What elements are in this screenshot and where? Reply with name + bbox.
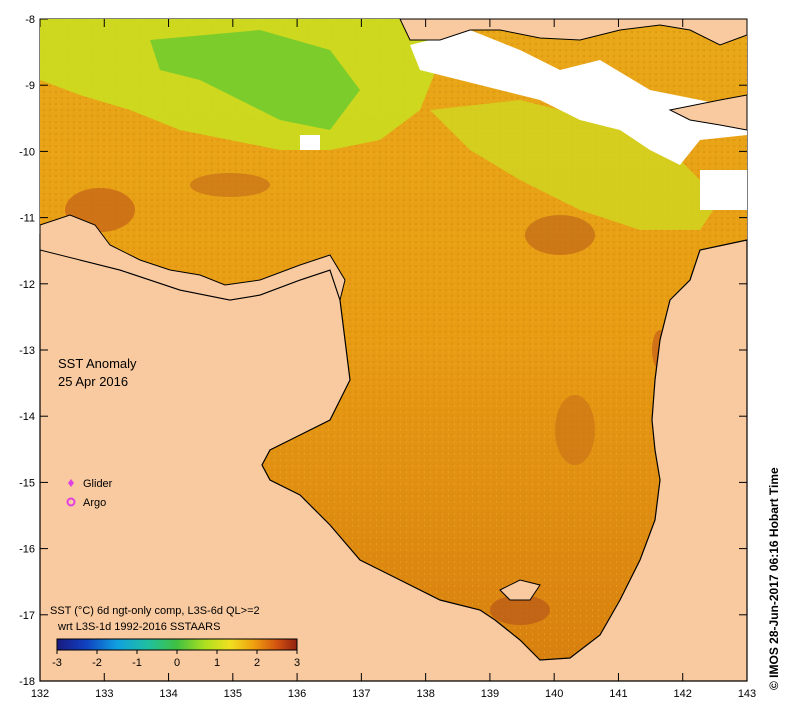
y-tick-label: -8 — [25, 14, 35, 26]
land-new-guinea — [399, 18, 748, 46]
legend: Glider Argo — [66, 478, 113, 509]
y-tick-label: -12 — [19, 279, 35, 291]
colorbar-tick-label: -1 — [132, 657, 142, 669]
y-tick-label: -13 — [19, 345, 35, 357]
y-tick-label: -15 — [19, 477, 35, 489]
x-tick-label: 135 — [224, 688, 242, 700]
colorbar-tick-label: 1 — [214, 657, 220, 669]
y-tick-label: -11 — [20, 213, 35, 225]
map-date: 25 Apr 2016 — [58, 374, 128, 389]
x-axis: 132 133 134 135 136 137 138 139 140 141 142 143 — [31, 19, 756, 700]
colorbar-tick-label: -3 — [52, 657, 62, 669]
argo-legend-item: Argo — [66, 497, 106, 509]
credit-text: © IMOS 28-Jun-2017 06:16 Hobart Time — [767, 467, 781, 690]
x-tick-label: 138 — [416, 688, 434, 700]
colorbar-tick-label: -2 — [92, 657, 102, 669]
caption-line2: wrt L3S-1d 1992-2016 SSTAARS — [57, 621, 220, 633]
plot-area: 132 133 134 135 136 137 138 139 140 141 142 143 -8-… — [19, 14, 756, 700]
colorbar-tick-label: 0 — [174, 657, 180, 669]
x-tick-label: 139 — [481, 688, 499, 700]
y-tick-label: -14 — [19, 411, 35, 423]
colorbar-tick-label: 2 — [254, 657, 260, 669]
map-title: SST Anomaly — [58, 356, 137, 371]
x-tick-label: 133 — [95, 688, 113, 700]
x-tick-label: 140 — [545, 688, 563, 700]
colorbar-tick-label: 3 — [294, 657, 300, 669]
y-tick-label: -9 — [25, 80, 35, 92]
glider-label: Glider — [83, 478, 113, 490]
argo-marker-icon — [66, 497, 76, 507]
x-tick-label: 134 — [159, 688, 177, 700]
land-arnhem-north — [39, 214, 346, 302]
caption-line1: SST (°C) 6d ngt-only comp, L3S-6d QL>=2 — [50, 605, 260, 617]
y-tick-label: -10 — [19, 146, 35, 158]
x-tick-label: 142 — [674, 688, 692, 700]
x-tick-label: 136 — [288, 688, 306, 700]
glider-legend-item: Glider — [68, 478, 113, 490]
x-tick-label: 143 — [738, 688, 756, 700]
y-axis: -8-9-10-11-12-13-14-15-16-17-18 — [19, 14, 747, 688]
glider-marker-icon — [68, 479, 74, 487]
colorbar-gradient — [56, 638, 298, 651]
no-data-region — [410, 30, 747, 165]
x-tick-label: 141 — [609, 688, 627, 700]
argo-label: Argo — [83, 497, 106, 509]
colorbar: -3 -2 -1 0 1 2 3 — [52, 638, 300, 669]
y-tick-label: -17 — [19, 610, 35, 622]
y-tick-label: -18 — [19, 676, 35, 688]
x-tick-label: 132 — [31, 688, 49, 700]
y-tick-label: -16 — [19, 544, 35, 556]
x-tick-label: 137 — [352, 688, 370, 700]
anomaly-cool-patches — [150, 30, 360, 130]
